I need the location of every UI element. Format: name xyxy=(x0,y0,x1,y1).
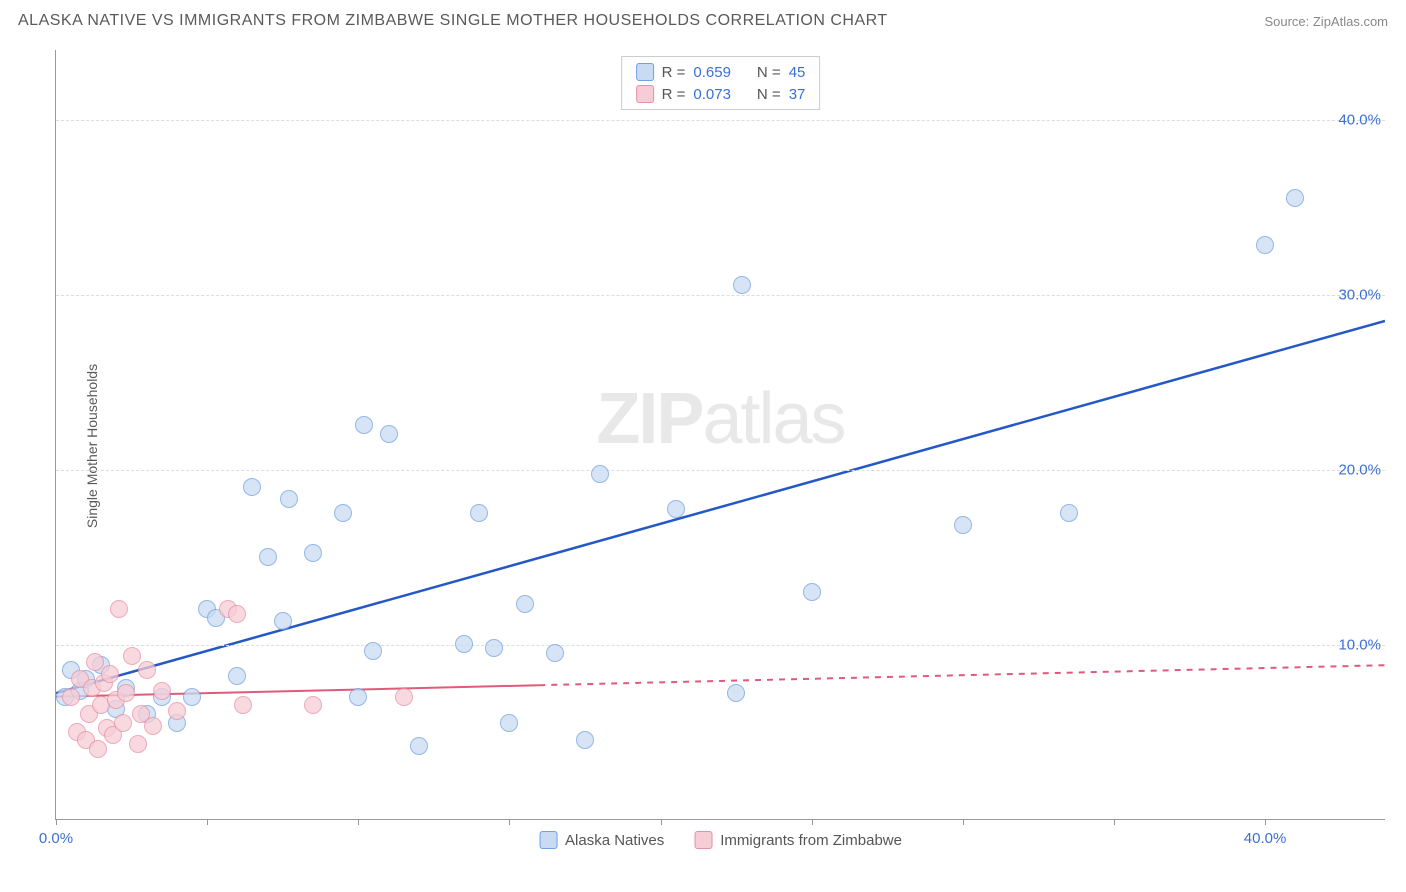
data-point xyxy=(183,688,201,706)
data-point xyxy=(355,416,373,434)
legend-series-item: Immigrants from Zimbabwe xyxy=(694,831,902,849)
data-point xyxy=(138,661,156,679)
legend-correlation-row: R = 0.659 N = 45 xyxy=(622,61,820,83)
x-tick xyxy=(509,819,510,825)
legend-n-label: N = xyxy=(757,64,781,81)
legend-r-value: 0.073 xyxy=(693,86,731,103)
legend-swatch xyxy=(636,63,654,81)
data-point xyxy=(803,583,821,601)
x-tick xyxy=(661,819,662,825)
trend-lines-svg xyxy=(56,50,1385,819)
data-point xyxy=(86,653,104,671)
data-point xyxy=(243,478,261,496)
chart-source: Source: ZipAtlas.com xyxy=(1264,14,1388,29)
data-point xyxy=(395,688,413,706)
y-tick-label: 20.0% xyxy=(1338,462,1387,479)
legend-series-label: Immigrants from Zimbabwe xyxy=(720,832,902,849)
chart-header: ALASKA NATIVE VS IMMIGRANTS FROM ZIMBABW… xyxy=(18,12,1388,30)
plot-area: ZIPatlas R =0.659N =45R =0.073N =37 Alas… xyxy=(55,50,1385,820)
legend-series: Alaska Natives Immigrants from Zimbabwe xyxy=(539,831,902,849)
watermark-bold: ZIP xyxy=(596,379,702,459)
data-point xyxy=(228,667,246,685)
legend-swatch xyxy=(539,831,557,849)
data-point xyxy=(470,504,488,522)
data-point xyxy=(144,717,162,735)
legend-n-value: 37 xyxy=(789,86,806,103)
legend-swatch xyxy=(636,85,654,103)
chart-title: ALASKA NATIVE VS IMMIGRANTS FROM ZIMBABW… xyxy=(18,12,888,30)
data-point xyxy=(234,696,252,714)
data-point xyxy=(1060,504,1078,522)
data-point xyxy=(727,684,745,702)
legend-r-value: 0.659 xyxy=(693,64,731,81)
watermark-rest: atlas xyxy=(702,379,844,459)
data-point xyxy=(455,635,473,653)
data-point xyxy=(62,688,80,706)
x-tick xyxy=(358,819,359,825)
grid-line xyxy=(56,645,1385,646)
data-point xyxy=(546,644,564,662)
trend-line xyxy=(56,321,1385,693)
data-point xyxy=(123,647,141,665)
data-point xyxy=(129,735,147,753)
data-point xyxy=(364,642,382,660)
watermark: ZIPatlas xyxy=(596,378,844,460)
data-point xyxy=(304,696,322,714)
data-point xyxy=(168,702,186,720)
data-point xyxy=(349,688,367,706)
legend-series-item: Alaska Natives xyxy=(539,831,664,849)
data-point xyxy=(485,639,503,657)
x-tick xyxy=(963,819,964,825)
legend-r-label: R = xyxy=(662,64,686,81)
data-point xyxy=(259,548,277,566)
data-point xyxy=(228,605,246,623)
data-point xyxy=(380,425,398,443)
x-tick xyxy=(812,819,813,825)
data-point xyxy=(274,612,292,630)
legend-correlation: R = 0.659 N = 45 R = 0.073 N = 37 xyxy=(621,56,821,110)
x-tick-label: 0.0% xyxy=(39,830,73,847)
data-point xyxy=(591,465,609,483)
x-tick-label: 40.0% xyxy=(1244,830,1287,847)
y-tick-label: 10.0% xyxy=(1338,637,1387,654)
legend-n-value: 45 xyxy=(789,64,806,81)
data-point xyxy=(576,731,594,749)
data-point xyxy=(1256,236,1274,254)
data-point xyxy=(500,714,518,732)
data-point xyxy=(954,516,972,534)
legend-swatch xyxy=(694,831,712,849)
legend-n-label: N = xyxy=(757,86,781,103)
data-point xyxy=(733,276,751,294)
data-point xyxy=(280,490,298,508)
grid-line xyxy=(56,295,1385,296)
legend-r-label: R = xyxy=(662,86,686,103)
data-point xyxy=(1286,189,1304,207)
data-point xyxy=(110,600,128,618)
data-point xyxy=(117,684,135,702)
y-tick-label: 40.0% xyxy=(1338,112,1387,129)
grid-line xyxy=(56,470,1385,471)
data-point xyxy=(667,500,685,518)
data-point xyxy=(153,682,171,700)
data-point xyxy=(410,737,428,755)
x-tick xyxy=(1265,819,1266,825)
data-point xyxy=(516,595,534,613)
data-point xyxy=(114,714,132,732)
data-point xyxy=(304,544,322,562)
x-tick xyxy=(1114,819,1115,825)
data-point xyxy=(101,665,119,683)
x-tick xyxy=(207,819,208,825)
trend-line-dashed xyxy=(539,665,1385,685)
data-point xyxy=(89,740,107,758)
data-point xyxy=(334,504,352,522)
legend-series-label: Alaska Natives xyxy=(565,832,664,849)
y-tick-label: 30.0% xyxy=(1338,287,1387,304)
legend-correlation-row: R = 0.073 N = 37 xyxy=(622,83,820,105)
grid-line xyxy=(56,120,1385,121)
x-tick xyxy=(56,819,57,825)
